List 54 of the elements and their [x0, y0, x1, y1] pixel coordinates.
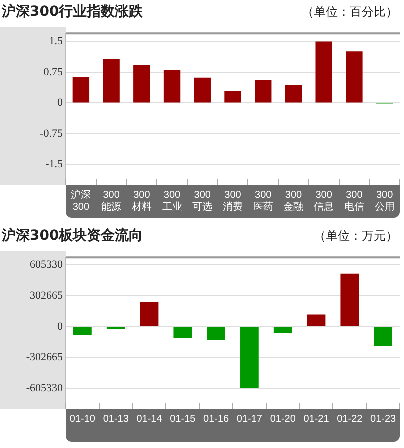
x-tick-label: 01-15: [170, 414, 196, 425]
bar: [274, 327, 292, 334]
x-tick-label: 01-14: [136, 414, 163, 425]
bar: [207, 327, 226, 340]
x-tick-label: 300可选: [192, 190, 213, 213]
bar: [316, 42, 332, 103]
bar: [346, 52, 363, 103]
bar: [285, 85, 302, 103]
chart-subtitle: （单位：万元）: [314, 228, 398, 245]
bar: [255, 80, 272, 103]
y-tick-label: -605330: [26, 382, 64, 395]
bar: [74, 327, 92, 336]
chart-subtitle: （单位：百分比）: [302, 4, 398, 21]
x-tick-label: 01-13: [103, 414, 130, 425]
x-tick-label: 沪深300: [71, 188, 92, 213]
x-tick-label: 300医药: [253, 190, 274, 213]
y-tick-label: -302665: [26, 352, 64, 364]
chart-title: 沪深300行业指数涨跌: [2, 3, 144, 21]
y-tick-label: 0.75: [44, 66, 64, 78]
x-tick-label: 01-23: [370, 414, 397, 425]
y-tick-label: 1.5: [49, 36, 64, 48]
x-tick-label: 300信息: [314, 190, 334, 213]
bar: [240, 327, 259, 388]
chart-title: 沪深300板块资金流向: [2, 227, 144, 245]
bar: [103, 58, 120, 103]
bar: [307, 314, 326, 326]
y-tick-label: -1.5: [46, 158, 64, 171]
y-tick-label: -0.75: [40, 128, 64, 140]
x-tick-label: 300能源: [102, 190, 122, 213]
bar: [140, 302, 159, 326]
x-tick-label: 01-17: [236, 414, 263, 425]
y-tick-label: 0: [58, 320, 64, 333]
bar: [164, 70, 181, 103]
x-tick-label: 01-16: [204, 414, 230, 425]
bar: [374, 327, 392, 346]
bar: [340, 274, 360, 326]
x-tick-label: 01-21: [304, 414, 330, 425]
y-tick-label: 0: [58, 97, 64, 110]
x-tick-label: 01-22: [337, 414, 364, 425]
bar: [72, 77, 90, 103]
x-tick-label: 300公用: [374, 190, 395, 213]
x-tick-label: 01-10: [70, 414, 96, 425]
x-tick-label: 300材料: [130, 190, 152, 213]
bar: [194, 78, 211, 103]
bar: [224, 90, 242, 103]
bar: [134, 65, 150, 103]
x-tick-label: 01-20: [270, 414, 296, 425]
x-tick-label: 300工业: [162, 190, 182, 213]
x-tick-label: 300消费: [223, 190, 243, 213]
x-tick-label: 300电信: [344, 190, 364, 213]
bar: [174, 327, 192, 338]
y-tick-label: 605330: [30, 259, 64, 272]
x-tick-label: 300金融: [284, 190, 304, 213]
y-tick-label: 302665: [30, 290, 64, 302]
